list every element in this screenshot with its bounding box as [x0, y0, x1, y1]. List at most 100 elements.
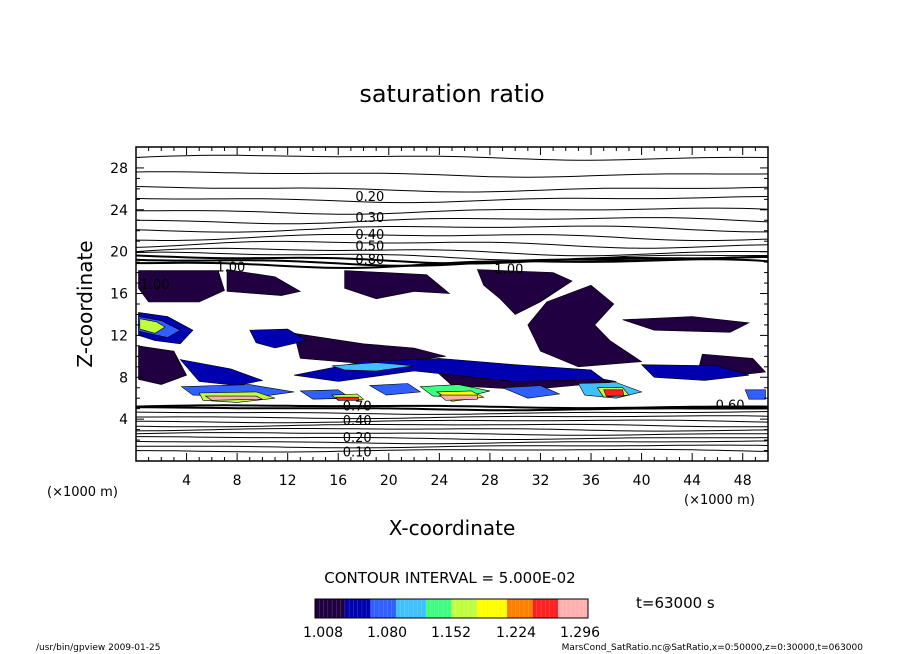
colorbar-tick-label: 1.152: [431, 625, 471, 641]
colorbar-cell: [519, 599, 525, 618]
colorbar-cell: [357, 599, 363, 618]
y-tick-label: 16: [110, 287, 128, 303]
x-tick-label: 24: [430, 473, 448, 489]
colorbar-cell: [541, 599, 546, 618]
colorbar-cell: [332, 599, 337, 618]
colorbar-cell: [468, 599, 474, 618]
contour-line-lower: [136, 423, 768, 428]
contour-line-upper: [136, 154, 768, 161]
x-tick-label: 48: [734, 473, 752, 489]
colorbar-cell: [451, 599, 457, 618]
footer-left: /usr/bin/gpview 2009-01-25: [36, 643, 160, 653]
x-tick-label: 44: [683, 473, 701, 489]
x-axis-ticks: 4 8 12 16 20 24 28 32 36 40 44 48: [148, 147, 756, 489]
colorbar-cell: [413, 599, 418, 618]
contour-line-upper: [136, 196, 768, 204]
contour-line-upper: [136, 207, 768, 215]
x-tick-label: 32: [532, 473, 550, 489]
field-region: [293, 332, 446, 366]
colorbar-cell: [455, 599, 461, 618]
colorbar-cell: [434, 599, 440, 618]
field-region: [527, 284, 643, 368]
colorbar-cell: [528, 599, 533, 618]
colorbar-cell: [323, 599, 329, 618]
x-tick-label: 28: [481, 473, 499, 489]
field-region: [344, 270, 451, 300]
colorbar-frame: [314, 598, 589, 619]
colorbar-cell: [421, 599, 427, 618]
contour-line-lower: [136, 419, 768, 424]
field-region: [438, 394, 478, 401]
contour-interval: CONTOUR INTERVAL = 5.000E-02: [324, 569, 575, 587]
contour-line-lower: [136, 444, 768, 449]
field-region: [331, 362, 415, 372]
colorbar-tick-label: 1.008: [303, 625, 343, 641]
contour-label: 0.40: [355, 228, 384, 243]
y-tick-label: 20: [110, 245, 128, 261]
chart-title: saturation ratio: [359, 80, 544, 108]
field-region: [622, 316, 751, 333]
field-region: [138, 345, 188, 385]
contour-label: 0.10: [343, 446, 372, 461]
contour-line-upper: [136, 234, 768, 242]
contour-label: 0.20: [343, 431, 372, 446]
colorbar-cell: [374, 599, 380, 618]
colorbar-cell: [400, 599, 405, 618]
contour-label: 0.40: [343, 414, 372, 429]
colorbar-cell: [340, 599, 346, 618]
x-tick-label: 8: [233, 473, 242, 489]
colorbar-cell: [553, 599, 559, 618]
colorbar-cell: [344, 599, 350, 618]
colorbar-cell: [417, 599, 422, 618]
colorbar-tick-label: 1.296: [560, 625, 600, 641]
field-region: [368, 383, 422, 396]
colorbar-cell: [383, 599, 388, 618]
contour-line-lower: [136, 432, 768, 436]
contour-line-upper: [136, 258, 768, 270]
colorbar-cell: [506, 599, 512, 618]
colorbar-cell: [353, 599, 358, 618]
contour-label: 1.00: [216, 260, 245, 275]
colorbar-cell: [442, 599, 448, 618]
colorbar-cell: [387, 599, 393, 618]
field-region: [249, 328, 308, 349]
colorbar-cell: [361, 599, 367, 618]
contour-label: 0.60: [716, 399, 745, 414]
x-tick-label: 40: [633, 473, 651, 489]
contour-line-upper: [136, 186, 768, 193]
contour-line-upper: [136, 240, 768, 249]
colorbar-cell: [532, 599, 538, 618]
contour-line-upper: [136, 225, 768, 233]
colorbar-cell: [327, 599, 333, 618]
colorbar-cell: [524, 599, 529, 618]
x-tick-label: 36: [582, 473, 600, 489]
z-axis-unit: (×1000 m): [47, 485, 118, 500]
colorbar-cell: [545, 599, 550, 618]
colorbar-cell: [408, 599, 414, 618]
colorbar-cell: [583, 599, 589, 618]
colorbar-cell: [498, 599, 503, 618]
y-tick-label: 24: [110, 203, 128, 219]
colorbar-cell: [579, 599, 585, 618]
contour-line-upper: [136, 251, 768, 261]
colorbar-tick-label: 1.080: [367, 625, 407, 641]
field-region: [502, 385, 561, 399]
colorbar-cell: [425, 599, 431, 618]
x-axis-unit: (×1000 m): [684, 493, 755, 508]
field-region: [204, 395, 263, 401]
colorbar-cell: [438, 599, 444, 618]
field-region: [335, 396, 359, 401]
colorbar-cell: [549, 599, 555, 618]
contour-line-lower: [136, 436, 768, 440]
y-axis-label: Z-coordinate: [73, 240, 97, 367]
colorbar-cell: [366, 599, 371, 618]
contour-line-upper: [136, 247, 768, 257]
contour-line-upper: [136, 217, 768, 225]
colorbar-cell: [391, 599, 397, 618]
colorbar-cell: [536, 599, 542, 618]
colorbar-cell: [515, 599, 521, 618]
colorbar-cell: [494, 599, 499, 618]
y-tick-label: 28: [110, 161, 128, 177]
colorbar-cell: [566, 599, 572, 618]
